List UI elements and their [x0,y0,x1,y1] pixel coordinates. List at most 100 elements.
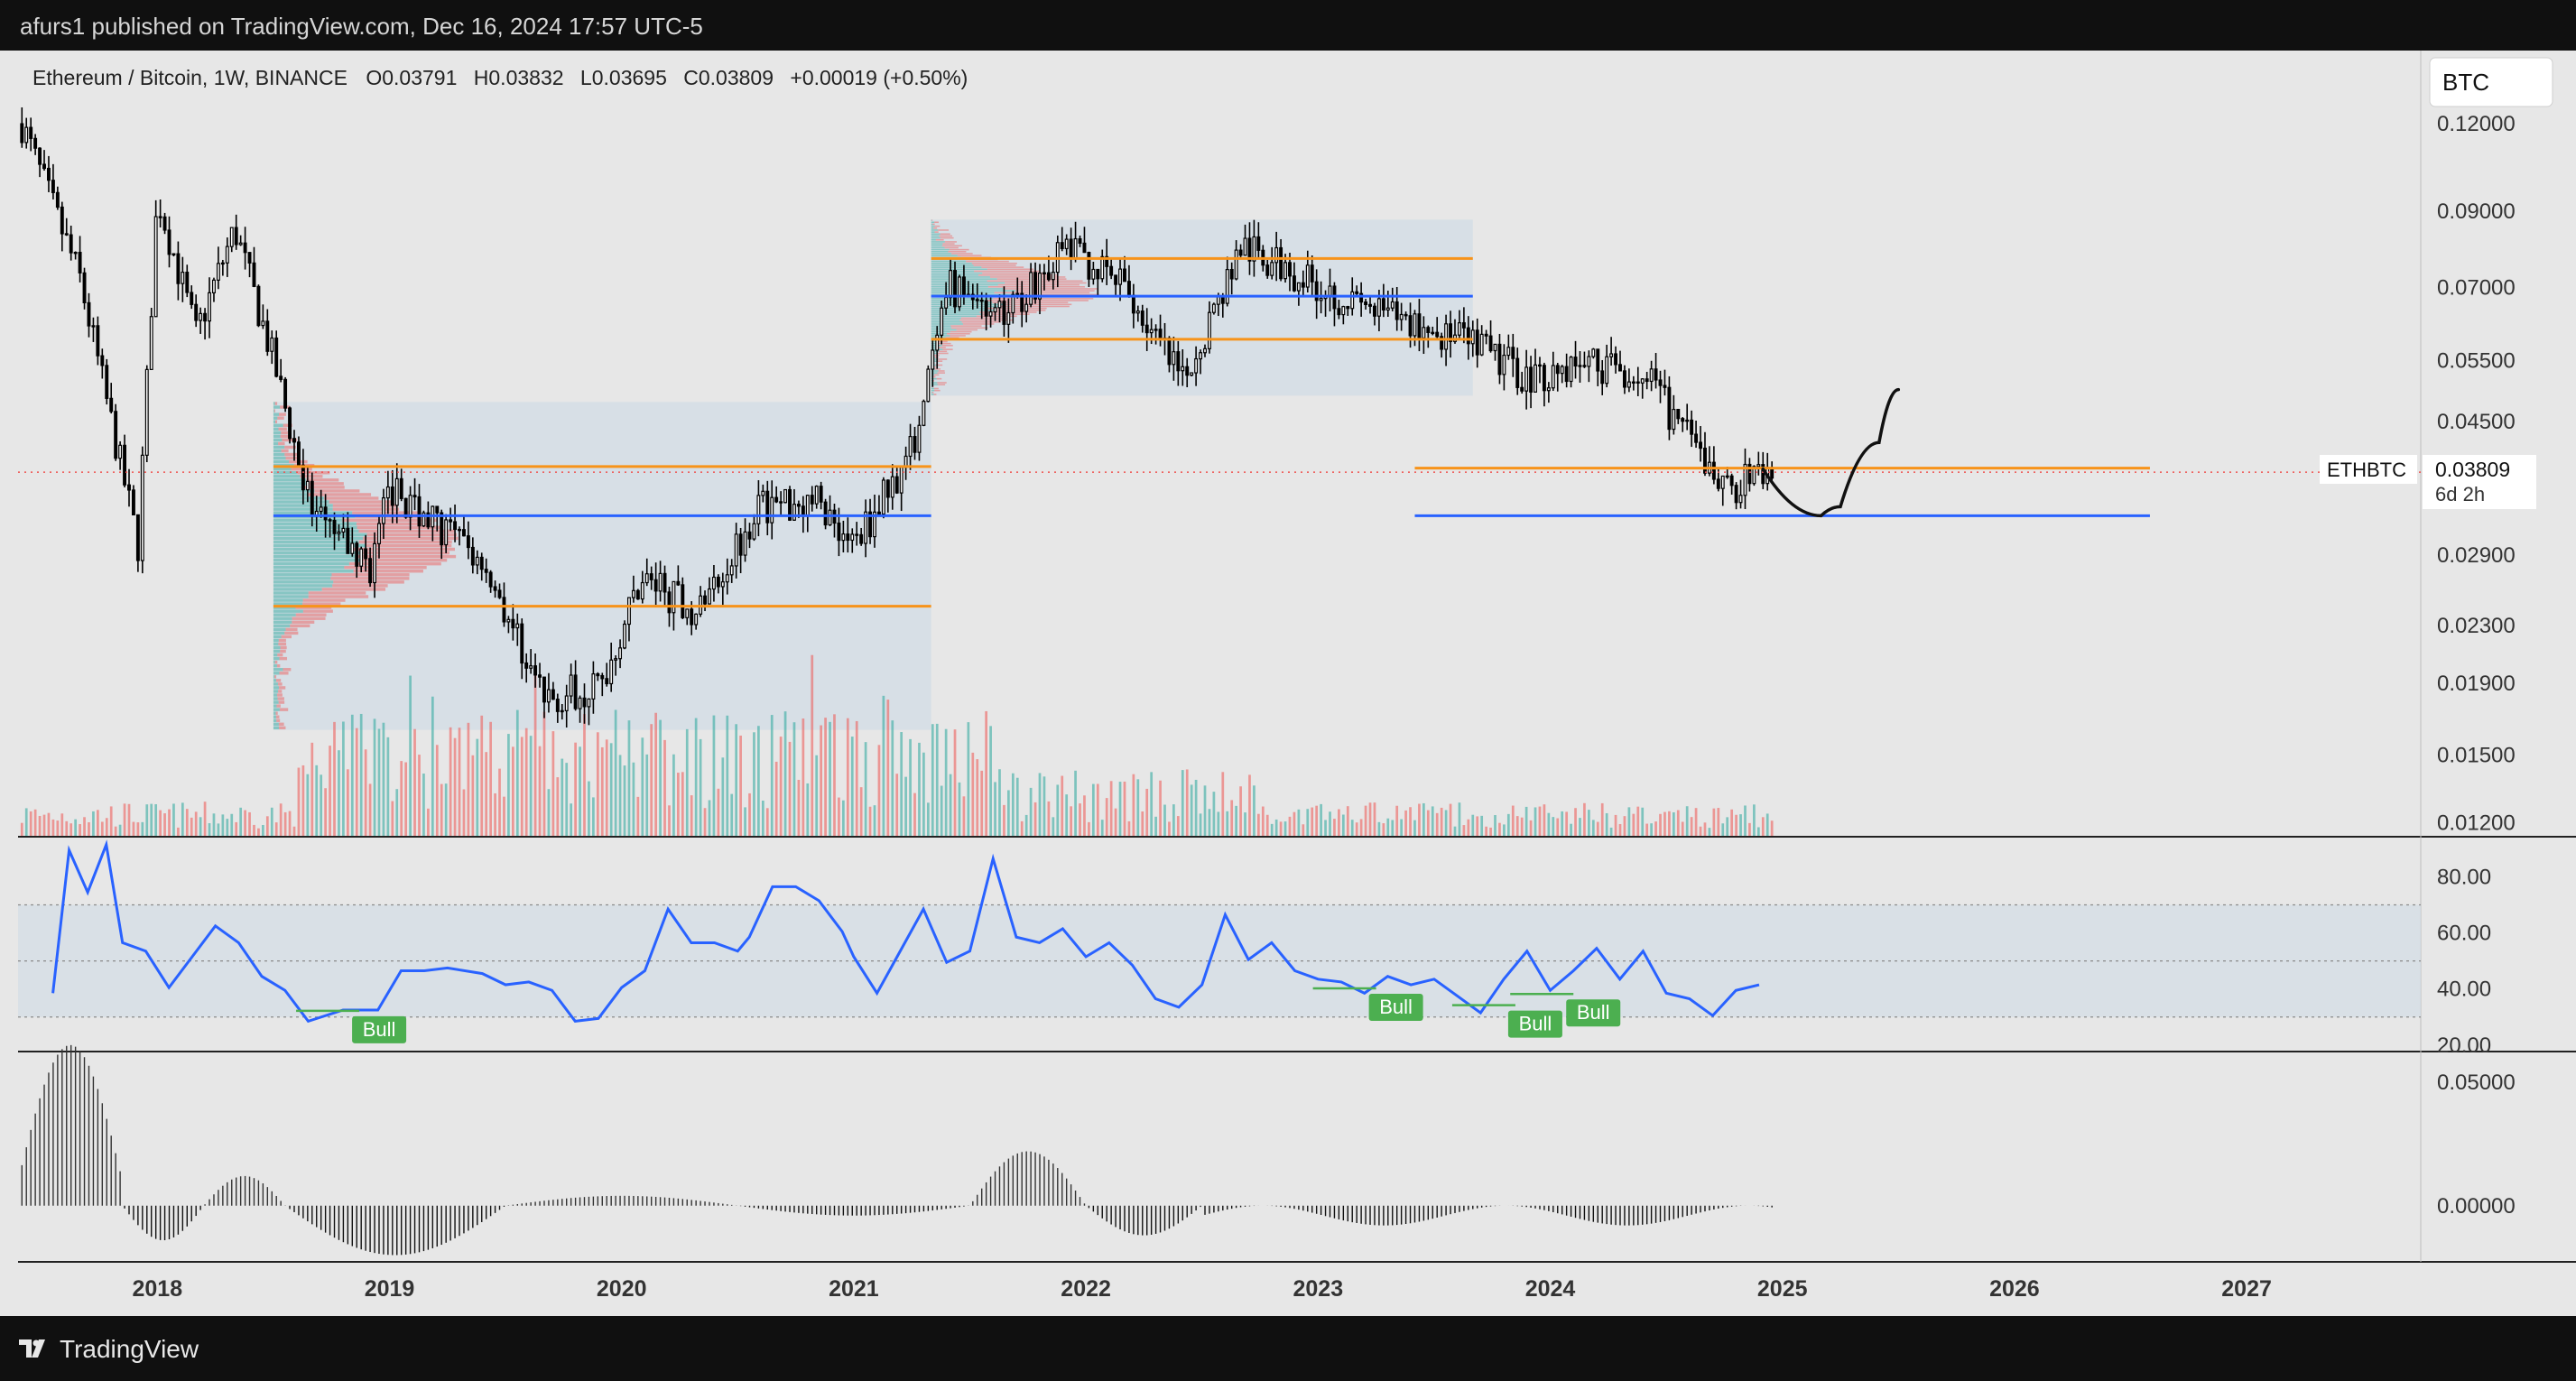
profile-row-down [994,310,1045,311]
candle-body [909,437,912,457]
candle-body [503,598,505,622]
candle-body [235,227,237,245]
profile-row-up [273,657,280,660]
price-tick-label: 0.12000 [2437,112,2516,136]
candle-body [115,412,117,459]
profile-row-up [273,675,274,678]
price-tag-price: 0.03809 [2435,458,2510,481]
candle-body [1378,299,1381,316]
profile-row-up [931,316,977,318]
profile-row-up [273,548,354,551]
profile-row-down [275,421,277,423]
currency-button[interactable]: BTC [2430,58,2553,107]
volume-bar [338,750,340,836]
volume-bar [190,818,193,836]
volume-bar [543,712,546,836]
volume-bar [811,655,813,836]
volume-bar [106,818,108,836]
volume-bar [97,810,99,836]
profile-row-up [273,468,292,470]
candle-body [802,506,804,515]
candle-body [1445,324,1448,349]
volume-bar [1374,802,1376,836]
candle-body [1382,299,1385,310]
volume-bar [1342,814,1345,836]
histogram-tick-label: 0.05000 [2437,1071,2516,1095]
profile-row-down [278,442,284,445]
profile-row-down [938,353,949,355]
candle-body [333,521,336,534]
profile-row-up [273,646,281,649]
profile-row-up [273,682,278,685]
profile-row-down [945,241,957,243]
candle-body [851,534,854,540]
volume-bar [1186,769,1189,836]
volume-bar [985,711,987,836]
volume-bar [1668,811,1671,836]
profile-row-up [273,416,277,419]
profile-row-up [273,453,284,456]
volume-bar [971,753,974,836]
candle-body [989,312,992,317]
volume-bar [1400,820,1403,836]
year-tick-label: 2027 [2221,1276,2272,1302]
candle-body [922,402,925,426]
legend-low: 0.03695 [592,66,667,89]
volume-bar [310,743,313,836]
candle-body [400,478,403,498]
volume-bar [168,810,171,836]
volume-bar [39,816,42,836]
volume-bar [1610,828,1613,836]
profile-row-up [273,635,282,638]
candle-body [793,505,796,521]
candle-body [1226,270,1228,303]
candle-body [619,648,622,659]
volume-bar [1235,806,1237,836]
candle-body [726,575,728,582]
profile-row-up [273,580,333,583]
candle-body [1543,366,1546,391]
volume-bar [718,789,720,836]
volume-bar [1744,805,1747,836]
volume-bar [298,768,301,836]
candle-body [588,699,590,706]
volume-bar [30,811,32,836]
volume-bar [494,793,496,836]
profile-row-down [951,328,988,329]
volume-bar [918,743,921,836]
candle-body [1521,387,1524,391]
volume-bar [1615,815,1617,836]
volume-bar [721,757,724,836]
candle-body [374,543,376,582]
volume-bar [1150,772,1153,836]
candle-body [186,273,189,292]
volume-bar [409,676,412,836]
volume-bar [601,747,604,836]
profile-row-down [933,227,937,229]
year-tick-label: 2020 [597,1276,647,1302]
volume-bar [1012,774,1015,836]
volume-bar [485,752,487,836]
profile-row-up [273,628,286,631]
profile-row-down [934,231,938,233]
profile-row-up [273,613,296,616]
volume-bar [980,771,983,836]
legend-c-label: C [683,66,699,89]
volume-bar [730,794,733,836]
candle-body [820,487,822,503]
volume-bar [883,696,885,836]
candle-body [119,445,122,458]
profile-row-up [273,595,309,598]
volume-bar [257,829,260,836]
candle-body [579,698,581,709]
legend-change: +0.00019 (+0.50%) [790,66,968,89]
volume-bar [119,825,122,836]
volume-bar [163,813,166,836]
candle-body [293,439,296,442]
volume-bar [1159,781,1162,836]
volume-bar [579,746,581,836]
volume-bar [1498,823,1501,836]
candle-body [574,675,577,709]
candle-body [271,338,273,352]
chart-area[interactable]: BullBullBull Bull 0.120000.090000.070000.… [0,51,2576,1316]
